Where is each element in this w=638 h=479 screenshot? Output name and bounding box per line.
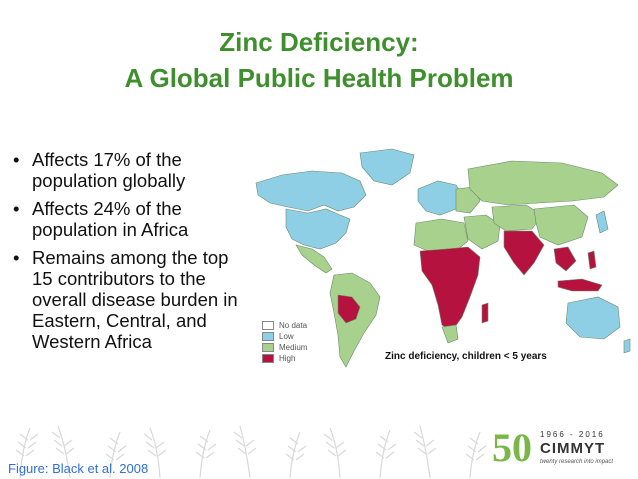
bullet-text: Affects 24% of the population in Africa — [32, 198, 189, 240]
map-region-new-zealand — [623, 338, 631, 354]
bullet-text: Affects 17% of the population globally — [32, 149, 186, 191]
bullet-list: • Affects 17% of the population globally … — [10, 149, 242, 359]
map-region-russia — [467, 160, 619, 206]
legend-item: No data — [262, 320, 307, 331]
map-caption: Zinc deficiency, children < 5 years — [385, 351, 547, 362]
legend-swatch — [262, 321, 274, 330]
map-region-greenland — [359, 148, 415, 186]
map-region-indonesia — [557, 278, 603, 292]
map-region-middle-east — [463, 214, 501, 250]
legend-label: Low — [279, 332, 294, 341]
map-region-south-asia — [503, 230, 545, 276]
legend-swatch — [262, 354, 274, 363]
bullet-icon: • — [13, 198, 20, 219]
map-region-madagascar — [481, 302, 489, 324]
logo-years: 1966 - 2016 — [540, 430, 605, 439]
legend-label: High — [279, 354, 296, 363]
logo-number: 50 — [492, 425, 532, 470]
bullet-item: • Affects 24% of the population in Africa — [10, 198, 242, 240]
logo-brand: CIMMYT — [540, 440, 606, 457]
map-region-mexico — [295, 244, 333, 274]
legend-swatch — [262, 343, 274, 352]
map-legend: No data Low Medium High — [262, 320, 307, 364]
legend-item: Low — [262, 331, 307, 342]
cimmyt-logo: 50 1966 - 2016 CIMMYT twenty research in… — [492, 426, 632, 474]
map-region-south-america — [329, 272, 381, 368]
title-line-1: Zinc Deficiency: — [219, 27, 419, 57]
map-region-central-asia — [491, 204, 543, 232]
logo-tagline: twenty research into impact — [540, 459, 614, 465]
map-region-africa-high — [419, 246, 481, 332]
legend-item: Medium — [262, 342, 307, 353]
bullet-icon: • — [13, 149, 20, 170]
map-region-southeast-asia — [553, 246, 577, 272]
slide-title: Zinc Deficiency: A Global Public Health … — [60, 24, 578, 96]
figure-credit: Figure: Black et al. 2008 — [8, 461, 149, 476]
map-region-usa — [285, 208, 351, 250]
world-map — [255, 148, 631, 368]
legend-label: Medium — [279, 343, 308, 352]
map-region-north-africa — [413, 218, 469, 254]
bullet-item: • Affects 17% of the population globally — [10, 149, 242, 191]
bullet-icon: • — [13, 247, 20, 268]
map-region-philippines — [587, 250, 597, 270]
bullet-item: • Remains among the top 15 contributors t… — [10, 247, 242, 352]
map-region-china — [533, 204, 589, 246]
map-region-canada — [255, 170, 367, 212]
legend-label: No data — [279, 321, 308, 330]
map-region-japan — [595, 210, 609, 234]
legend-swatch — [262, 332, 274, 341]
bullet-text: Remains among the top 15 contributors to… — [32, 247, 238, 352]
map-region-andes-high — [337, 294, 361, 324]
legend-item: High — [262, 353, 307, 364]
map-region-australia — [565, 296, 621, 340]
map-region-southern-africa — [441, 324, 459, 344]
wheat-decoration-icon — [15, 425, 487, 479]
title-line-2: A Global Public Health Problem — [124, 63, 514, 93]
